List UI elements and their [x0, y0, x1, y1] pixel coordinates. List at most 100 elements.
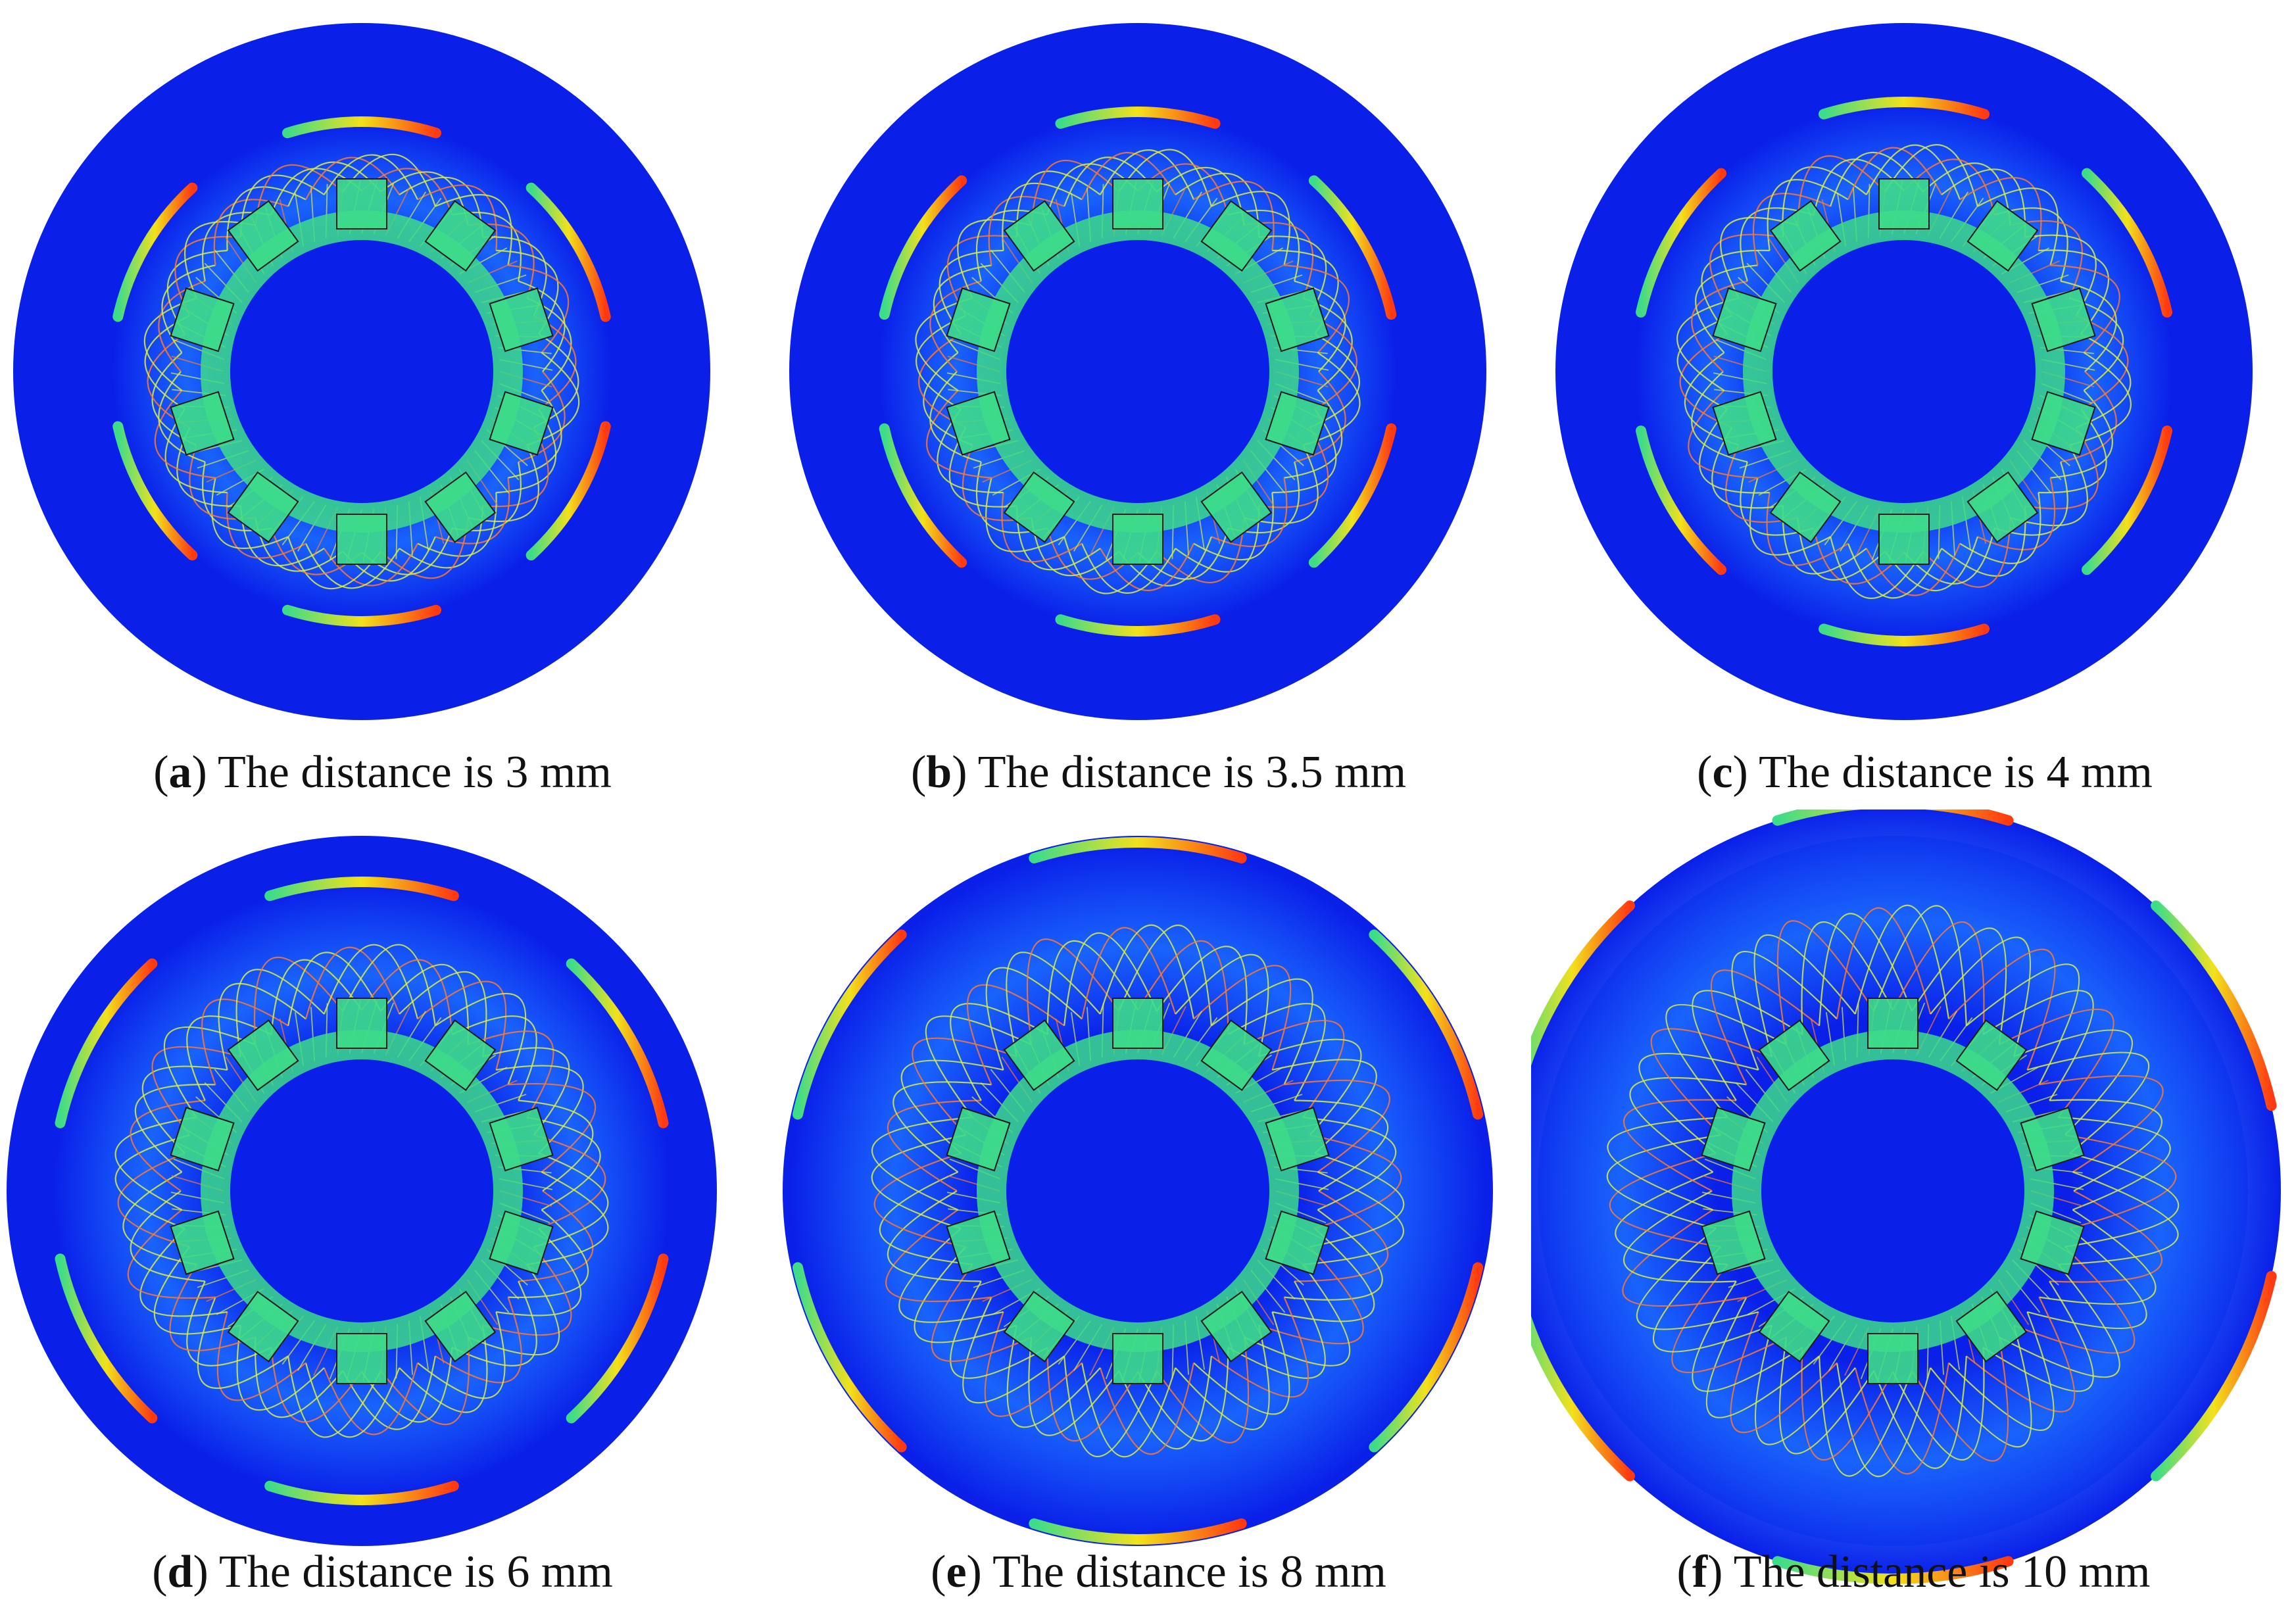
- panel-e-field-plot: [783, 836, 1493, 1546]
- magnet-arc: [1531, 900, 1635, 1066]
- pole-piece: [946, 391, 1011, 456]
- pole-piece: [1265, 1210, 1330, 1275]
- pole-piece: [1112, 178, 1163, 230]
- pole-piece: [2031, 287, 2096, 352]
- magnet-arc: [2082, 168, 2172, 318]
- rotor-bore: [1772, 240, 2036, 503]
- panel-d-caption: (d) The distance is 6 mm: [152, 1547, 613, 1597]
- pole-piece: [2020, 1210, 2085, 1275]
- panel-a-field-plot: [13, 23, 710, 720]
- rotor-bore: [230, 240, 493, 503]
- pole-piece: [946, 1107, 1011, 1172]
- rotor-bore: [230, 1059, 493, 1322]
- magnet-arc: [264, 1480, 459, 1505]
- pole-piece: [1769, 471, 1842, 543]
- pole-piece: [336, 998, 387, 1049]
- panel-c: (c) The distance is 4 mm: [1542, 0, 2296, 810]
- pole-piece: [227, 200, 299, 272]
- magnet-arc: [1369, 1262, 1484, 1453]
- outer-magnet-arcs: [55, 877, 669, 1505]
- pole-piece: [1265, 287, 1330, 352]
- panel-f: (f) The distance is 10 mm: [1531, 810, 2296, 1619]
- magnet-arc: [879, 423, 967, 568]
- pole-piece: [170, 1210, 235, 1275]
- magnet-arc: [1029, 1518, 1247, 1545]
- pole-piece: [170, 391, 235, 456]
- magnet-arc: [2151, 900, 2277, 1111]
- panel-a: (a) The distance is 3 mm: [0, 0, 765, 810]
- magnet-arc: [1772, 810, 2014, 826]
- magnet-arc: [566, 1253, 669, 1424]
- pole-piece: [1003, 1019, 1075, 1092]
- pole-piece: [2020, 1107, 2085, 1172]
- magnet-arc: [1636, 168, 1726, 318]
- panel-b-caption: (b) The distance is 3.5 mm: [910, 747, 1407, 798]
- panel-d: (d) The distance is 6 mm: [0, 810, 765, 1619]
- outer-magnet-arcs: [1531, 810, 2277, 1585]
- outer-magnet-arcs: [879, 107, 1397, 637]
- panel-d-field-plot: [7, 836, 717, 1546]
- pole-piece: [227, 471, 299, 543]
- pole-pieces: [946, 998, 1330, 1384]
- magnet-arc: [2082, 425, 2172, 575]
- pole-piece: [1701, 1210, 1766, 1275]
- magnet-arc: [1308, 423, 1397, 568]
- pole-piece: [227, 1019, 299, 1092]
- magnet-arc: [55, 958, 158, 1128]
- panel-e-caption-text: The distance is 8 mm: [992, 1547, 1386, 1597]
- pole-pieces: [1701, 998, 2085, 1384]
- panel-c-field-plot: [1555, 23, 2253, 720]
- pole-piece: [336, 514, 387, 565]
- magnet-arc: [1636, 425, 1726, 575]
- pole-piece: [1867, 1333, 1918, 1384]
- panel-b-caption-text: The distance is 3.5 mm: [977, 747, 1407, 798]
- magnet-arc: [1055, 107, 1221, 129]
- pole-piece: [1701, 1107, 1766, 1172]
- panel-a-caption-text: The distance is 3 mm: [218, 747, 612, 798]
- pole-piece: [1966, 471, 2039, 543]
- panel-e-letter: e: [946, 1547, 967, 1597]
- panel-f-caption-text: The distance is 10 mm: [1733, 1547, 2151, 1597]
- rotor-bore: [1006, 240, 1269, 503]
- pole-piece: [1966, 200, 2039, 272]
- panel-f-caption: (f) The distance is 10 mm: [1676, 1547, 2151, 1597]
- pole-pieces: [170, 998, 554, 1384]
- magnet-arc: [112, 182, 198, 322]
- pole-piece: [170, 1107, 235, 1172]
- magnet-arc: [525, 182, 611, 322]
- pole-piece: [424, 200, 497, 272]
- magnet-arc: [1819, 97, 1990, 120]
- pole-pieces: [1712, 178, 2096, 565]
- pole-piece: [946, 1210, 1011, 1275]
- magnet-arc: [1531, 1316, 1635, 1482]
- pole-piece: [489, 287, 554, 352]
- magnet-arc: [525, 421, 611, 561]
- pole-piece: [1758, 1019, 1830, 1092]
- rotor-bore: [1761, 1059, 2024, 1322]
- outer-magnet-arcs: [112, 116, 611, 627]
- pole-piece: [946, 287, 1011, 352]
- pole-piece: [1200, 1019, 1273, 1092]
- panel-b-field-plot: [789, 23, 1486, 720]
- pole-piece: [1200, 471, 1273, 543]
- pole-pieces: [946, 178, 1330, 565]
- pole-piece: [1112, 998, 1163, 1049]
- outer-magnet-arcs: [1636, 97, 2172, 646]
- magnet-arc: [792, 1262, 907, 1453]
- magnet-arc: [2151, 1270, 2277, 1482]
- pole-piece: [1878, 514, 1930, 565]
- panel-b-letter: b: [926, 747, 952, 798]
- panel-a-caption: (a) The distance is 3 mm: [153, 747, 612, 798]
- pole-piece: [424, 1019, 497, 1092]
- pole-piece: [1003, 200, 1075, 272]
- panel-a-letter: a: [168, 747, 192, 798]
- pole-piece: [489, 1107, 554, 1172]
- magnet-arc: [1772, 1556, 2014, 1585]
- pole-piece: [1112, 1333, 1163, 1384]
- magnet-arc: [1055, 614, 1221, 637]
- pole-piece: [1758, 1290, 1830, 1363]
- panel-f-letter: f: [1692, 1547, 1708, 1597]
- pole-piece: [1955, 1290, 2028, 1363]
- pole-piece: [1712, 391, 1777, 456]
